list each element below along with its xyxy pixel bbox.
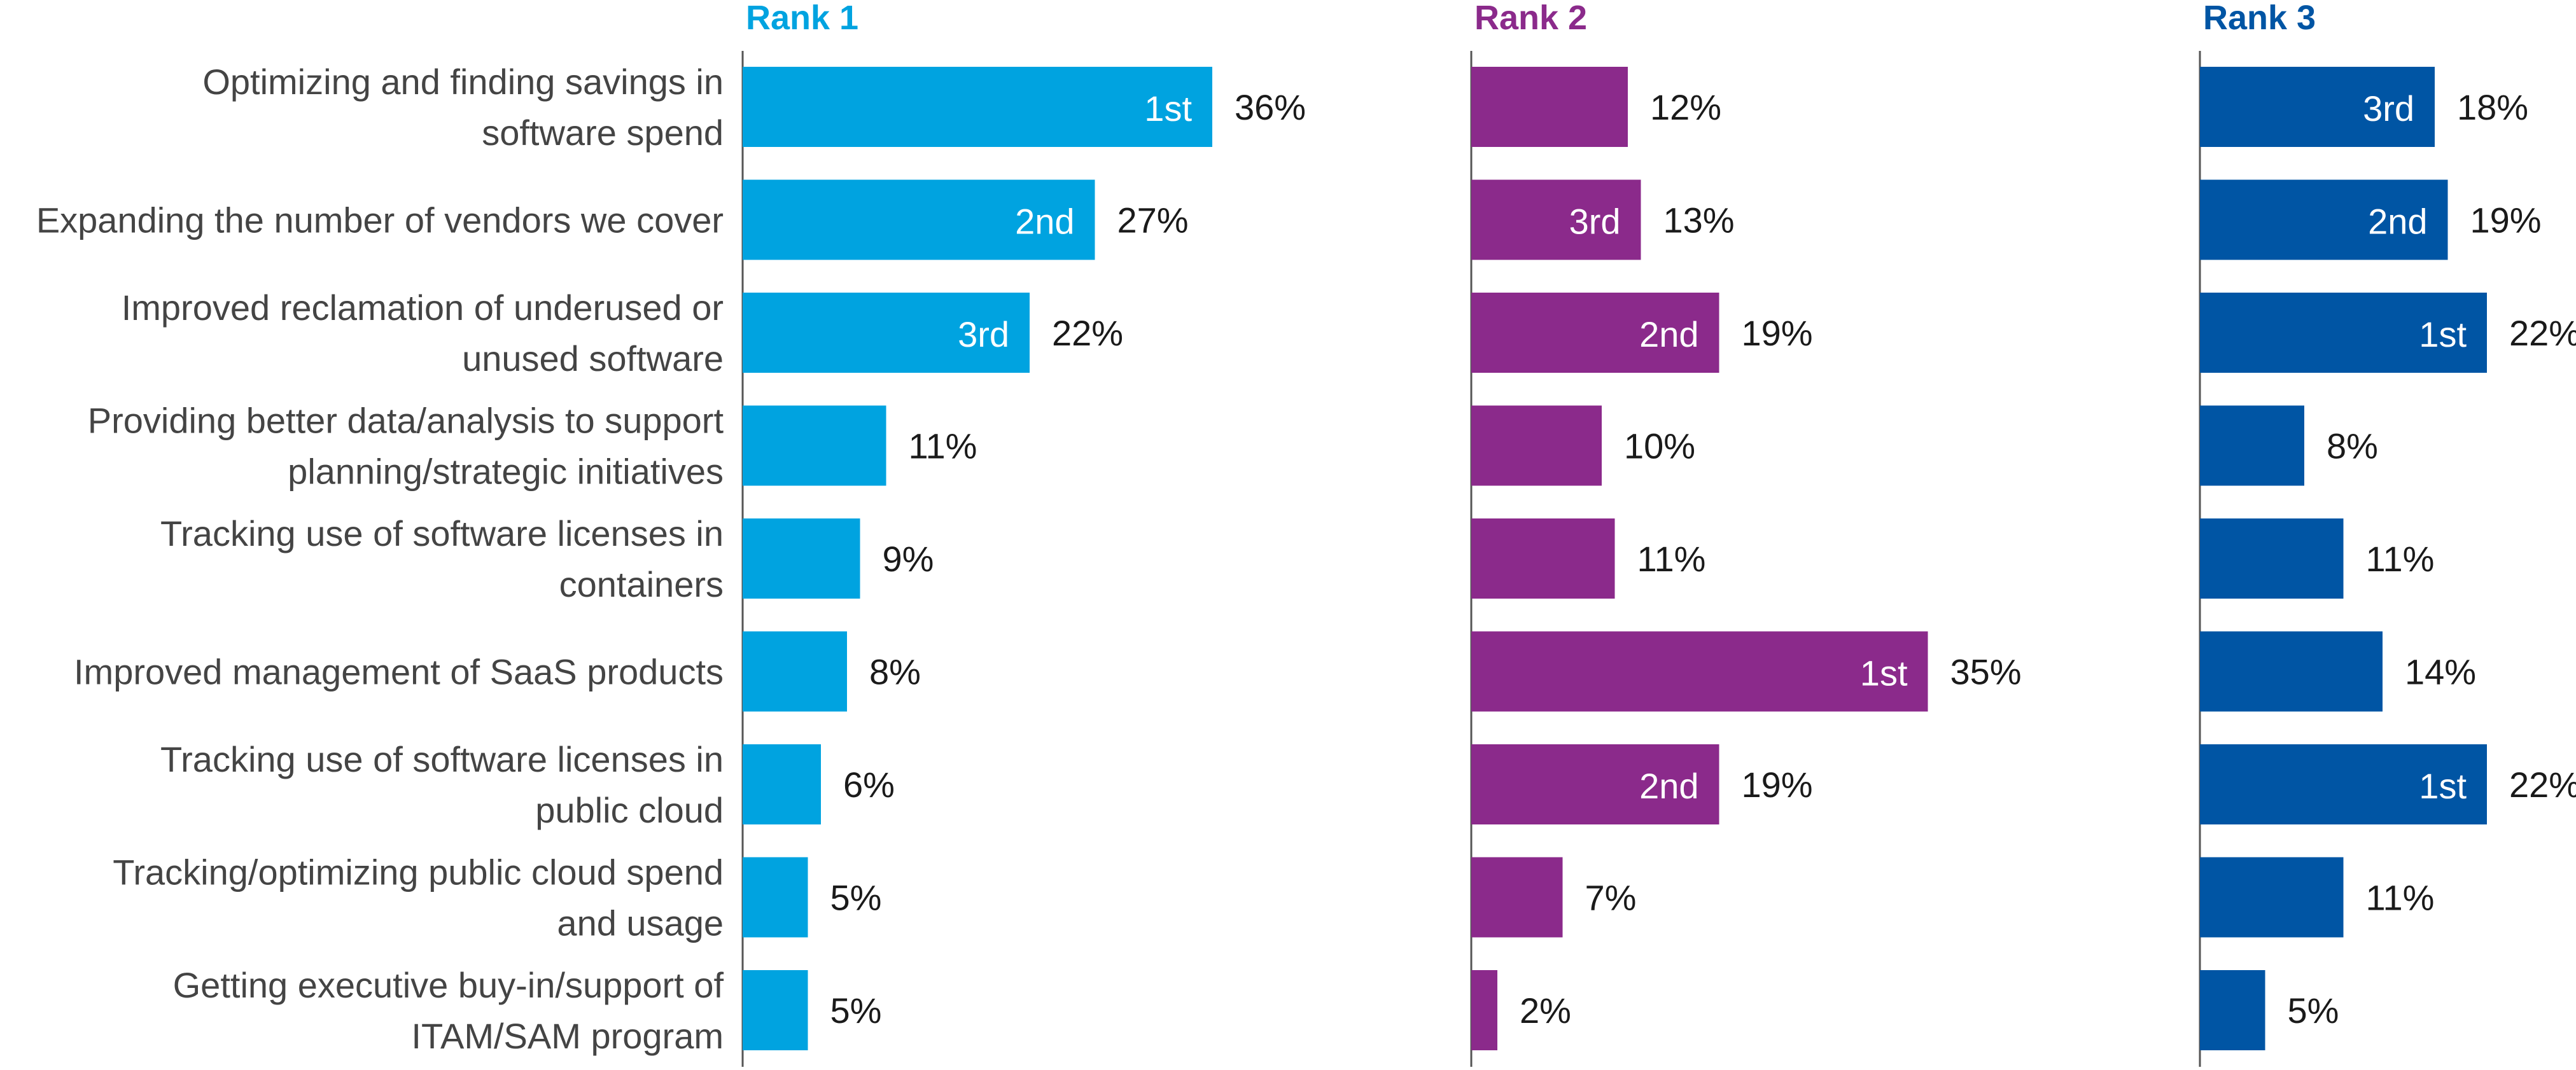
rank-label: 2nd (1015, 202, 1074, 242)
value-label: 5% (830, 990, 882, 1031)
bar (2200, 631, 2383, 712)
category-label-line: Tracking/optimizing public cloud spend (113, 852, 724, 893)
bar (1471, 293, 1719, 373)
category-label-line: planning/strategic initiatives (288, 452, 724, 492)
category-label: Tracking/optimizing public cloud spend an… (113, 852, 724, 943)
bar (2200, 744, 2487, 824)
rank-label: 3rd (958, 314, 1009, 354)
bar (2200, 179, 2448, 260)
bar (2200, 67, 2435, 147)
category-label-line: public cloud (535, 790, 724, 830)
value-label: 14% (2405, 652, 2476, 692)
bar (743, 857, 808, 938)
value-label: 22% (1052, 313, 1123, 353)
rank-label: 1st (1860, 653, 1908, 693)
value-label: 35% (1950, 652, 2022, 692)
rank-label: 1st (2419, 314, 2467, 354)
category-label: Improved management of SaaS products (74, 652, 724, 692)
rank-label: 1st (2419, 766, 2467, 806)
value-label: 22% (2509, 313, 2576, 353)
panel-title: Rank 3 (2203, 0, 2316, 37)
bar (743, 67, 1212, 147)
category-label-line: Getting executive buy-in/support of (173, 965, 724, 1005)
bar (743, 405, 886, 486)
bar (1471, 744, 1719, 824)
value-label: 10% (1624, 426, 1695, 466)
rank-label: 3rd (2363, 88, 2414, 129)
category-label-line: software spend (482, 113, 724, 153)
category-label: Optimizing and finding savings in softwar… (202, 62, 724, 153)
rank-label: 2nd (1639, 766, 1698, 806)
bar (1471, 631, 1928, 712)
category-label-line: Improved reclamation of underused or (122, 288, 724, 328)
value-label: 18% (2457, 87, 2528, 127)
category-label-line: containers (559, 564, 724, 604)
rank-label: 2nd (1639, 314, 1698, 354)
value-label: 13% (1663, 200, 1735, 240)
category-label: Providing better data/analysis to suppor… (88, 401, 724, 492)
value-label: 19% (1742, 313, 1813, 353)
bar (2200, 405, 2304, 486)
value-label: 8% (869, 652, 921, 692)
bar (1471, 67, 1628, 147)
bar (1471, 405, 1602, 486)
rank-label: 1st (1144, 88, 1192, 129)
value-label: 5% (830, 878, 882, 918)
value-label: 19% (2470, 200, 2542, 240)
category-label-line: Tracking use of software licenses in (160, 513, 724, 553)
value-label: 11% (2366, 539, 2435, 579)
value-label: 11% (2366, 878, 2435, 918)
bar (2200, 857, 2344, 938)
value-label: 22% (2509, 765, 2576, 805)
category-label: Tracking use of software licenses in cont… (160, 513, 724, 604)
bar (1471, 970, 1497, 1050)
bar (2200, 518, 2344, 599)
category-label-line: Tracking use of software licenses in (160, 739, 724, 779)
category-label-line: ITAM/SAM program (411, 1016, 724, 1056)
bar (1471, 857, 1563, 938)
bar (1471, 518, 1615, 599)
value-label: 36% (1235, 87, 1306, 127)
category-label-line: unused software (462, 338, 724, 379)
value-label: 8% (2327, 426, 2378, 466)
value-label: 9% (883, 539, 934, 579)
value-label: 11% (1637, 539, 1706, 579)
bar (1471, 179, 1641, 260)
bar (743, 293, 1030, 373)
category-label: Expanding the number of vendors we cover (36, 200, 724, 240)
value-label: 27% (1117, 200, 1189, 240)
value-label: 11% (909, 426, 977, 466)
value-label: 7% (1585, 878, 1637, 918)
panel-title: Rank 1 (746, 0, 858, 37)
bar (2200, 970, 2265, 1050)
bar (743, 744, 821, 824)
rank-label: 2nd (2368, 202, 2427, 242)
value-label: 2% (1520, 990, 1571, 1031)
value-label: 6% (843, 765, 895, 805)
category-label-line: Optimizing and finding savings in (202, 62, 724, 102)
category-label-line: Providing better data/analysis to suppor… (88, 401, 724, 441)
value-label: 12% (1650, 87, 1721, 127)
value-label: 19% (1742, 765, 1813, 805)
category-label: Improved reclamation of underused or unus… (122, 288, 724, 379)
bar (743, 631, 847, 712)
rank-label: 3rd (1569, 202, 1621, 242)
value-label: 5% (2288, 990, 2339, 1031)
panel-title: Rank 2 (1474, 0, 1587, 37)
bar (743, 518, 860, 599)
category-label: Tracking use of software licenses in publ… (160, 739, 724, 830)
bar (743, 970, 808, 1050)
bar (743, 179, 1095, 260)
bar (2200, 293, 2487, 373)
category-label-line: and usage (557, 903, 724, 943)
category-label: Getting executive buy-in/support of ITAM/… (173, 965, 724, 1056)
